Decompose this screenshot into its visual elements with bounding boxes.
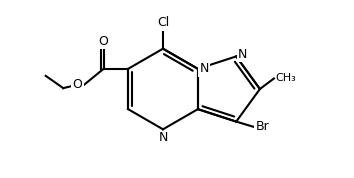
Text: CH₃: CH₃: [276, 74, 296, 83]
Text: Br: Br: [256, 120, 269, 133]
Text: N: N: [238, 48, 247, 61]
Text: N: N: [158, 131, 168, 144]
Text: Cl: Cl: [157, 16, 169, 29]
Text: O: O: [99, 35, 108, 48]
Text: N: N: [200, 62, 209, 75]
Text: O: O: [73, 78, 82, 91]
